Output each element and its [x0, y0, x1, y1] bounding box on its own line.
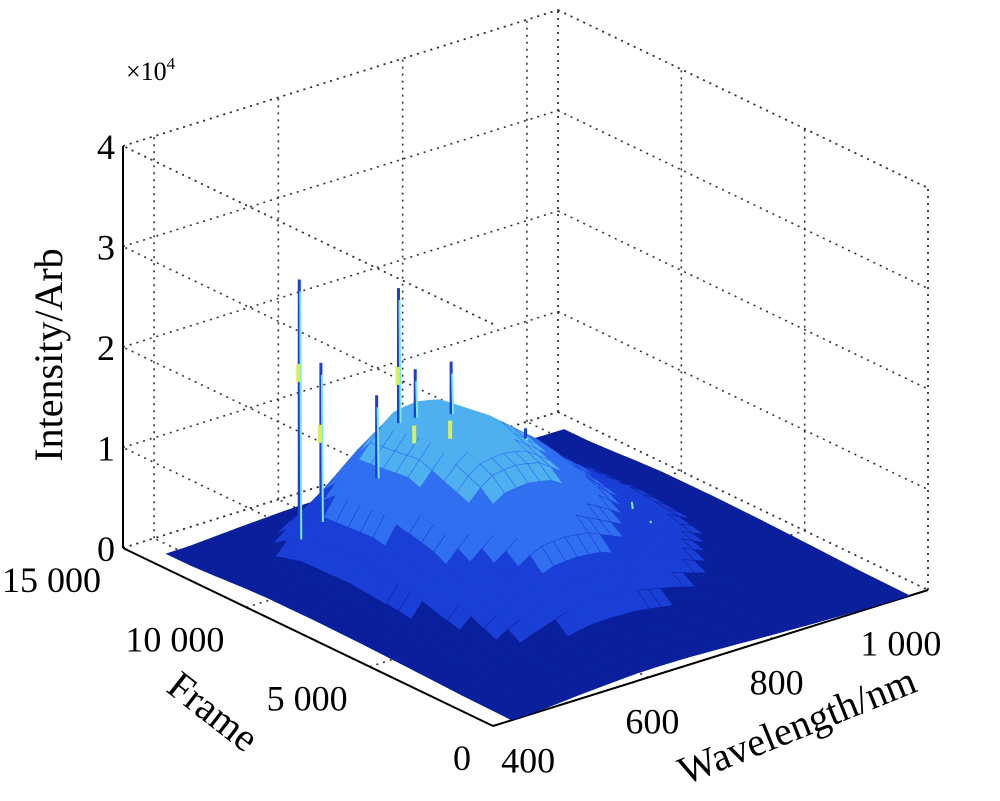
z-tick-label: 1: [97, 429, 115, 469]
spike-highlight: [451, 373, 455, 414]
x-tick-label: 600: [625, 701, 679, 741]
x-tick-label: 400: [501, 740, 555, 780]
grid-edge: [557, 9, 929, 189]
surface: [165, 279, 911, 721]
x-tick-label: 1 000: [860, 624, 941, 664]
z-gridline: [122, 310, 559, 449]
spike-highlight: [525, 437, 529, 441]
z-tick-label: 0: [97, 529, 115, 569]
y-axis-line: [122, 547, 494, 727]
spike-highlight: [299, 291, 303, 540]
spike-highlight: [320, 374, 324, 522]
y-tick-label: 0: [453, 738, 471, 778]
z-gridline: [122, 210, 559, 348]
y-axis-title: Frame: [159, 662, 267, 760]
y-tick-label: 10 000: [125, 619, 224, 659]
z-tick-label: 4: [97, 127, 115, 167]
z-gridline: [557, 210, 929, 390]
x-axis-line: [492, 589, 929, 727]
axes: [122, 146, 929, 727]
y-tick-label: 15 000: [2, 560, 101, 600]
z-tick-label: 3: [97, 228, 115, 268]
z-gridline: [122, 9, 559, 147]
spike-highlight: [398, 300, 402, 424]
grid-edge: [122, 9, 559, 147]
grid-edge: [122, 145, 494, 325]
x-tick-label: 800: [750, 663, 804, 703]
tick-labels: 0 1 2 3 4 0 5 000 10 000 15 000 400 600 800 1 000: [2, 127, 941, 780]
z-gridline: [557, 109, 929, 290]
z-axis-title: Intensity/Arb: [26, 248, 71, 461]
z-gridline: [122, 245, 494, 426]
z-gridline: [557, 9, 929, 189]
spike-highlight: [415, 381, 419, 418]
z-exponent-label: ×104: [126, 54, 176, 86]
z-gridline: [122, 109, 559, 248]
y-tick-label: 5 000: [267, 679, 348, 719]
surface-patch: [884, 589, 911, 600]
spike-highlight: [630, 501, 634, 510]
z-gridline: [122, 145, 494, 325]
spike-highlight: [376, 407, 380, 479]
spike-highlight: [649, 520, 653, 524]
z-tick-label: 2: [97, 328, 115, 368]
